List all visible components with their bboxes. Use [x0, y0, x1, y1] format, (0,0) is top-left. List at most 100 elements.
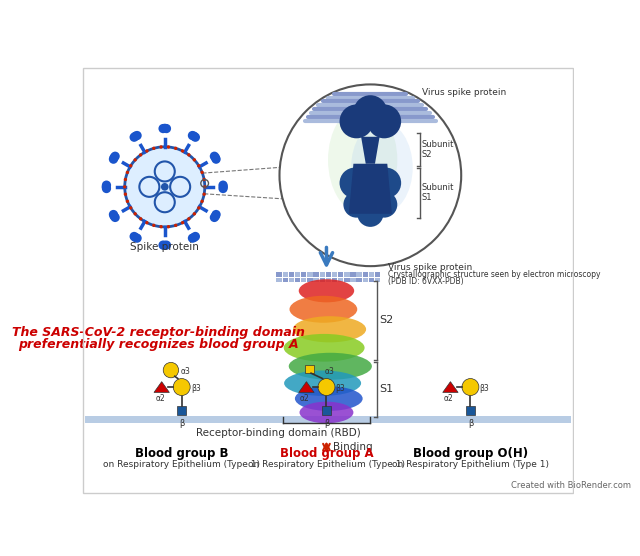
Text: β: β	[324, 419, 329, 428]
Polygon shape	[361, 137, 380, 163]
Ellipse shape	[295, 386, 363, 411]
Bar	[356, 272, 362, 277]
Circle shape	[125, 200, 129, 203]
Circle shape	[163, 363, 179, 378]
Text: β3: β3	[336, 384, 346, 393]
Circle shape	[131, 233, 140, 242]
Text: Virus spike protein: Virus spike protein	[388, 263, 472, 272]
Circle shape	[132, 131, 141, 140]
Circle shape	[210, 152, 219, 161]
Bar	[332, 272, 337, 277]
Bar	[86, 416, 570, 423]
Circle shape	[109, 210, 118, 219]
Bar	[375, 272, 380, 277]
Bar	[356, 277, 362, 282]
Circle shape	[173, 379, 190, 395]
Ellipse shape	[284, 334, 365, 361]
Circle shape	[109, 153, 118, 162]
Bar	[307, 277, 312, 282]
Circle shape	[111, 152, 120, 161]
Circle shape	[139, 217, 142, 221]
Text: Spike protein: Spike protein	[131, 242, 199, 252]
Polygon shape	[154, 381, 170, 393]
Text: Blood group B: Blood group B	[135, 447, 228, 460]
Ellipse shape	[289, 353, 372, 380]
Circle shape	[181, 221, 184, 225]
Bar	[276, 277, 282, 282]
Circle shape	[353, 95, 387, 129]
Bar	[289, 272, 294, 277]
Circle shape	[124, 192, 127, 196]
Circle shape	[125, 147, 205, 227]
Circle shape	[189, 233, 198, 242]
Circle shape	[139, 153, 142, 157]
Circle shape	[132, 234, 141, 243]
Bar	[295, 272, 300, 277]
Circle shape	[371, 167, 401, 198]
Circle shape	[181, 150, 184, 153]
Text: preferentially recognizes blood group A: preferentially recognizes blood group A	[19, 338, 299, 351]
Bar	[363, 277, 368, 282]
Bar	[283, 277, 288, 282]
Circle shape	[102, 184, 111, 193]
Circle shape	[124, 178, 127, 181]
Circle shape	[202, 178, 206, 181]
Circle shape	[200, 200, 204, 203]
Bar	[295, 277, 300, 282]
Text: Crystallographic structure seen by electron microscopy: Crystallographic structure seen by elect…	[388, 270, 600, 279]
Circle shape	[174, 147, 177, 150]
Text: Blood group O(H): Blood group O(H)	[413, 447, 528, 460]
Text: Virus spike protein: Virus spike protein	[422, 88, 506, 97]
Circle shape	[129, 132, 139, 142]
Text: Created with BioRender.com: Created with BioRender.com	[511, 481, 631, 490]
Polygon shape	[349, 163, 392, 214]
Circle shape	[102, 182, 111, 191]
Circle shape	[125, 171, 129, 174]
Bar	[314, 277, 319, 282]
Circle shape	[167, 225, 170, 229]
Circle shape	[152, 224, 156, 227]
Text: α3: α3	[325, 368, 335, 376]
Circle shape	[159, 124, 168, 133]
Bar	[326, 272, 331, 277]
Ellipse shape	[284, 370, 361, 396]
Text: on Respiratory Epithelium (Type 1): on Respiratory Epithelium (Type 1)	[392, 460, 549, 469]
Ellipse shape	[293, 316, 366, 342]
Text: α3: α3	[180, 368, 190, 376]
Ellipse shape	[328, 106, 397, 214]
Circle shape	[371, 191, 397, 217]
Bar	[289, 277, 294, 282]
Circle shape	[145, 221, 148, 225]
Ellipse shape	[299, 279, 354, 302]
Bar	[301, 272, 307, 277]
Bar	[344, 272, 349, 277]
Circle shape	[160, 123, 170, 133]
Text: α2: α2	[156, 394, 165, 403]
Bar	[283, 272, 288, 277]
Circle shape	[357, 201, 383, 227]
Circle shape	[211, 210, 221, 219]
Text: β3: β3	[191, 384, 201, 393]
Circle shape	[123, 185, 127, 188]
Circle shape	[159, 225, 163, 229]
Circle shape	[152, 147, 156, 150]
Ellipse shape	[351, 121, 413, 214]
Text: α2: α2	[300, 394, 310, 403]
Bar	[319, 277, 325, 282]
Text: Receptor-binding domain (RBD): Receptor-binding domain (RBD)	[196, 428, 361, 438]
Circle shape	[131, 132, 140, 141]
Circle shape	[134, 212, 137, 216]
Text: on Respiratory Epithelium (Type 1): on Respiratory Epithelium (Type 1)	[103, 460, 260, 469]
Ellipse shape	[289, 296, 357, 322]
Circle shape	[202, 192, 206, 196]
Circle shape	[280, 85, 461, 266]
Ellipse shape	[300, 401, 353, 423]
Text: Blood group A: Blood group A	[280, 447, 373, 460]
Circle shape	[111, 213, 120, 222]
Circle shape	[193, 212, 196, 216]
Bar	[350, 277, 356, 282]
Bar	[338, 272, 344, 277]
Circle shape	[187, 153, 191, 157]
Circle shape	[191, 132, 200, 142]
Circle shape	[160, 241, 170, 250]
